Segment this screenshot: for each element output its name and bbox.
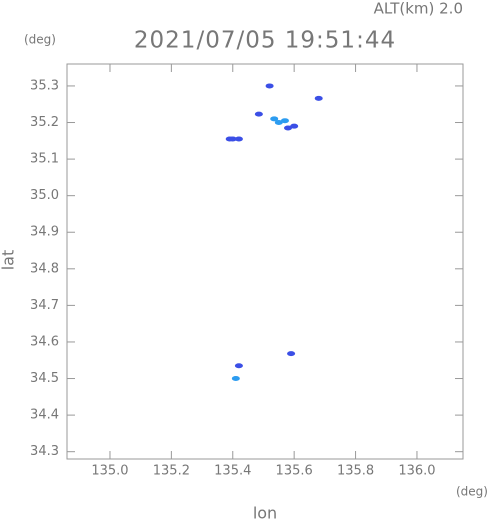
y-tick-label: 34.8 [30, 261, 59, 276]
x-unit: (deg) [456, 485, 488, 499]
echo-point [231, 376, 240, 382]
echo-point [234, 136, 243, 142]
y-tick-label: 34.7 [30, 298, 59, 313]
y-axis-label: lat [0, 250, 18, 271]
echo-point [254, 111, 263, 117]
x-tick-label: 136.0 [398, 464, 435, 479]
y-tick-label: 34.5 [30, 371, 59, 386]
y-tick-label: 34.9 [30, 225, 59, 240]
echo-point [234, 363, 243, 369]
echo-point [290, 123, 299, 129]
x-tick-label: 135.0 [91, 464, 128, 479]
echo-point [280, 118, 289, 124]
echo-point [270, 116, 279, 122]
y-tick-label: 35.1 [30, 152, 59, 167]
echo-point [284, 125, 293, 131]
y-tick-label: 35.3 [30, 78, 59, 93]
x-tick-label: 135.6 [276, 464, 313, 479]
y-unit: (deg) [24, 33, 56, 47]
chart-title: 2021/07/05 19:51:44 [134, 28, 396, 54]
y-tick-label: 34.4 [30, 408, 59, 423]
y-tick-label: 35.0 [30, 188, 59, 203]
x-axis-label: lon [253, 504, 277, 521]
x-tick-label: 135.8 [337, 464, 374, 479]
y-tick-label: 34.3 [30, 444, 59, 459]
echo-point [274, 120, 283, 126]
echo-point [314, 95, 323, 101]
plot-frame [66, 63, 464, 460]
altitude-label: ALT(km) 2.0 [374, 0, 463, 18]
echo-point [265, 83, 274, 89]
echo-point [228, 136, 237, 142]
x-tick-label: 135.2 [153, 464, 190, 479]
y-tick-label: 34.6 [30, 334, 59, 349]
echo-point [287, 351, 296, 357]
x-tick-label: 135.4 [214, 464, 251, 479]
y-tick-label: 35.2 [30, 115, 59, 130]
